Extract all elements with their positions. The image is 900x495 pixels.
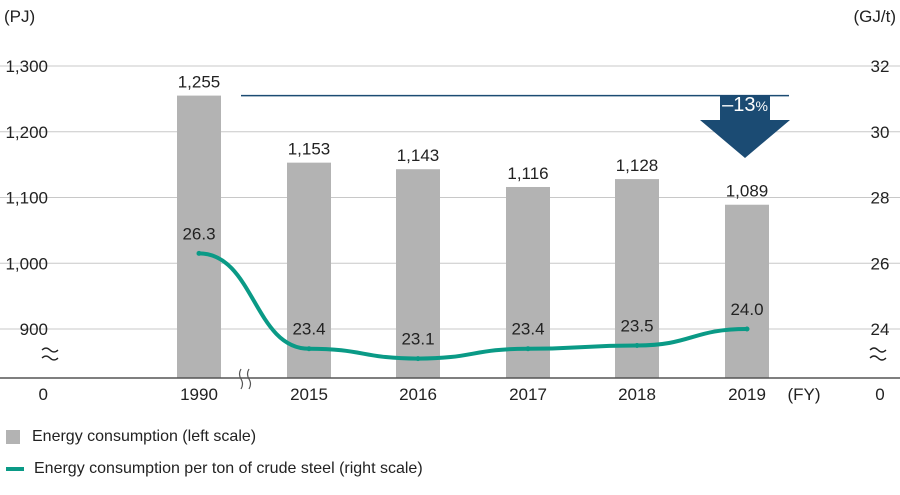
- line-label-2018: 23.5: [620, 316, 653, 335]
- line-point-2015: [306, 346, 312, 352]
- bar-2019: [725, 204, 769, 378]
- down-arrow: [700, 95, 790, 158]
- line-path: [197, 251, 749, 361]
- x-tick-2015: 2015: [290, 385, 328, 404]
- left-tick-1200: 1,200: [5, 123, 48, 142]
- legend-label-line: Energy consumption per ton of crude stee…: [34, 460, 423, 477]
- bar-label-2017: 1,116: [507, 164, 548, 183]
- line-point-2016: [415, 356, 421, 362]
- line-point-2019: [744, 326, 750, 332]
- line-label-2016: 23.1: [401, 330, 434, 349]
- legend-swatch-line: [6, 467, 24, 471]
- line-point-2018: [634, 342, 640, 348]
- legend-item-line: Energy consumption per ton of crude stee…: [6, 460, 423, 478]
- line-label-2015: 23.4: [292, 320, 325, 339]
- bar-2017: [506, 186, 550, 378]
- right-axis-unit: (GJ/t): [854, 7, 897, 26]
- bar-2016: [396, 169, 440, 378]
- bar-label-2018: 1,128: [616, 156, 659, 175]
- reduction-annotation: –13%: [241, 94, 790, 158]
- right-axis-break: [869, 347, 887, 361]
- right-tick-0: 0: [875, 385, 884, 404]
- reduction-label: –13%: [722, 94, 768, 116]
- bar-label-1990: 1,255: [178, 73, 221, 92]
- left-tick-0: 0: [39, 385, 48, 404]
- right-tick-24: 24: [871, 320, 890, 339]
- line-point-2017: [525, 346, 531, 352]
- x-tick-2018: 2018: [618, 385, 656, 404]
- data-labels: 1,255 1,153 1,143 1,116 1,128 1,089 26.3 23.4 23…: [178, 73, 769, 349]
- right-tick-32: 32: [871, 57, 890, 76]
- right-tick-28: 28: [871, 189, 890, 208]
- bar-label-2019: 1,089: [726, 182, 769, 201]
- left-tick-1300: 1,300: [5, 57, 48, 76]
- left-axis-unit: (PJ): [4, 7, 35, 26]
- line-label-2017: 23.4: [511, 320, 544, 339]
- bar-label-2016: 1,143: [397, 146, 440, 165]
- reduction-unit: %: [755, 98, 767, 114]
- line-point-1990: [196, 250, 202, 256]
- x-tick-2016: 2016: [399, 385, 437, 404]
- bar-1990: [177, 95, 221, 379]
- line-label-2019: 24.0: [730, 300, 763, 319]
- left-axis-break: [41, 347, 59, 361]
- x-tick-1990: 1990: [180, 385, 218, 404]
- left-tick-1100: 1,100: [5, 189, 48, 208]
- x-axis-unit: (FY): [787, 385, 820, 404]
- bar-2015: [287, 162, 331, 378]
- left-tick-900: 900: [20, 320, 48, 339]
- bar-label-2015: 1,153: [288, 140, 331, 159]
- bar-series: [177, 95, 769, 379]
- right-tick-26: 26: [871, 254, 890, 273]
- line-label-1990: 26.3: [182, 224, 215, 243]
- bar-2018: [615, 179, 659, 378]
- right-tick-30: 30: [871, 123, 890, 142]
- legend-swatch-bar: [6, 430, 20, 444]
- energy-chart: 1,255 1,153 1,143 1,116 1,128 1,089 26.3 23.4 23…: [0, 7, 900, 404]
- line-series: [196, 250, 750, 362]
- x-tick-2017: 2017: [509, 385, 547, 404]
- x-tick-2019: 2019: [728, 385, 766, 404]
- left-tick-1000: 1,000: [5, 254, 48, 273]
- x-axis-break: [238, 368, 252, 390]
- reduction-value: –13: [722, 94, 755, 116]
- legend-label-bar: Energy consumption (left scale): [32, 428, 257, 445]
- legend-item-bar: Energy consumption (left scale): [6, 428, 256, 446]
- axes: 1990 2015 2016 2017 2018 2019 (FY) (PJ) 1,300 1,2…: [0, 7, 900, 404]
